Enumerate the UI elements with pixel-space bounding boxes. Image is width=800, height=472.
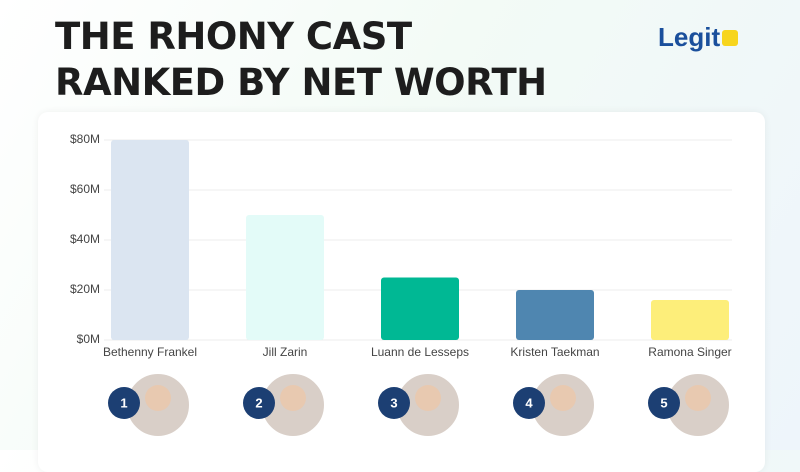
y-tick-label: $20M	[70, 282, 100, 296]
rank-number: 5	[660, 395, 667, 410]
chart: $0M $20M $40M $60M $80M Bethenny Frankel 1 Jill…	[70, 132, 732, 438]
x-tick-label: Jill Zarin	[263, 345, 308, 359]
x-tick-label: Luann de Lesseps	[371, 345, 469, 359]
cast-photo-face	[415, 385, 441, 411]
y-tick-label: $0M	[77, 332, 100, 346]
x-tick-label: Ramona Singer	[648, 345, 731, 359]
x-tick-label: Kristen Taekman	[510, 345, 599, 359]
cast-photo-face	[280, 385, 306, 411]
page: THE RHONY CAST RANKED BY NET WORTH Legit…	[0, 0, 800, 450]
bar	[111, 140, 189, 340]
chart-title: THE RHONY CAST RANKED BY NET WORTH	[55, 15, 547, 104]
cast-photo-face	[550, 385, 576, 411]
rank-number: 1	[120, 395, 127, 410]
rank-number: 2	[255, 395, 262, 410]
bar	[651, 300, 729, 340]
rank-number: 4	[525, 395, 533, 410]
bar	[381, 277, 459, 340]
logo: Legit	[658, 22, 738, 53]
rank-number: 3	[390, 395, 397, 410]
rank-badge	[648, 387, 680, 419]
y-tick-label: $40M	[70, 232, 100, 246]
rank-badge	[108, 387, 140, 419]
bar	[246, 215, 324, 340]
cast-photo-face	[145, 385, 171, 411]
rank-badge	[243, 387, 275, 419]
rank-badge	[513, 387, 545, 419]
rank-badge	[378, 387, 410, 419]
y-tick-label: $80M	[70, 132, 100, 146]
y-tick-label: $60M	[70, 182, 100, 196]
bar	[516, 290, 594, 340]
cast-photo-face	[685, 385, 711, 411]
x-tick-label: Bethenny Frankel	[103, 345, 197, 359]
